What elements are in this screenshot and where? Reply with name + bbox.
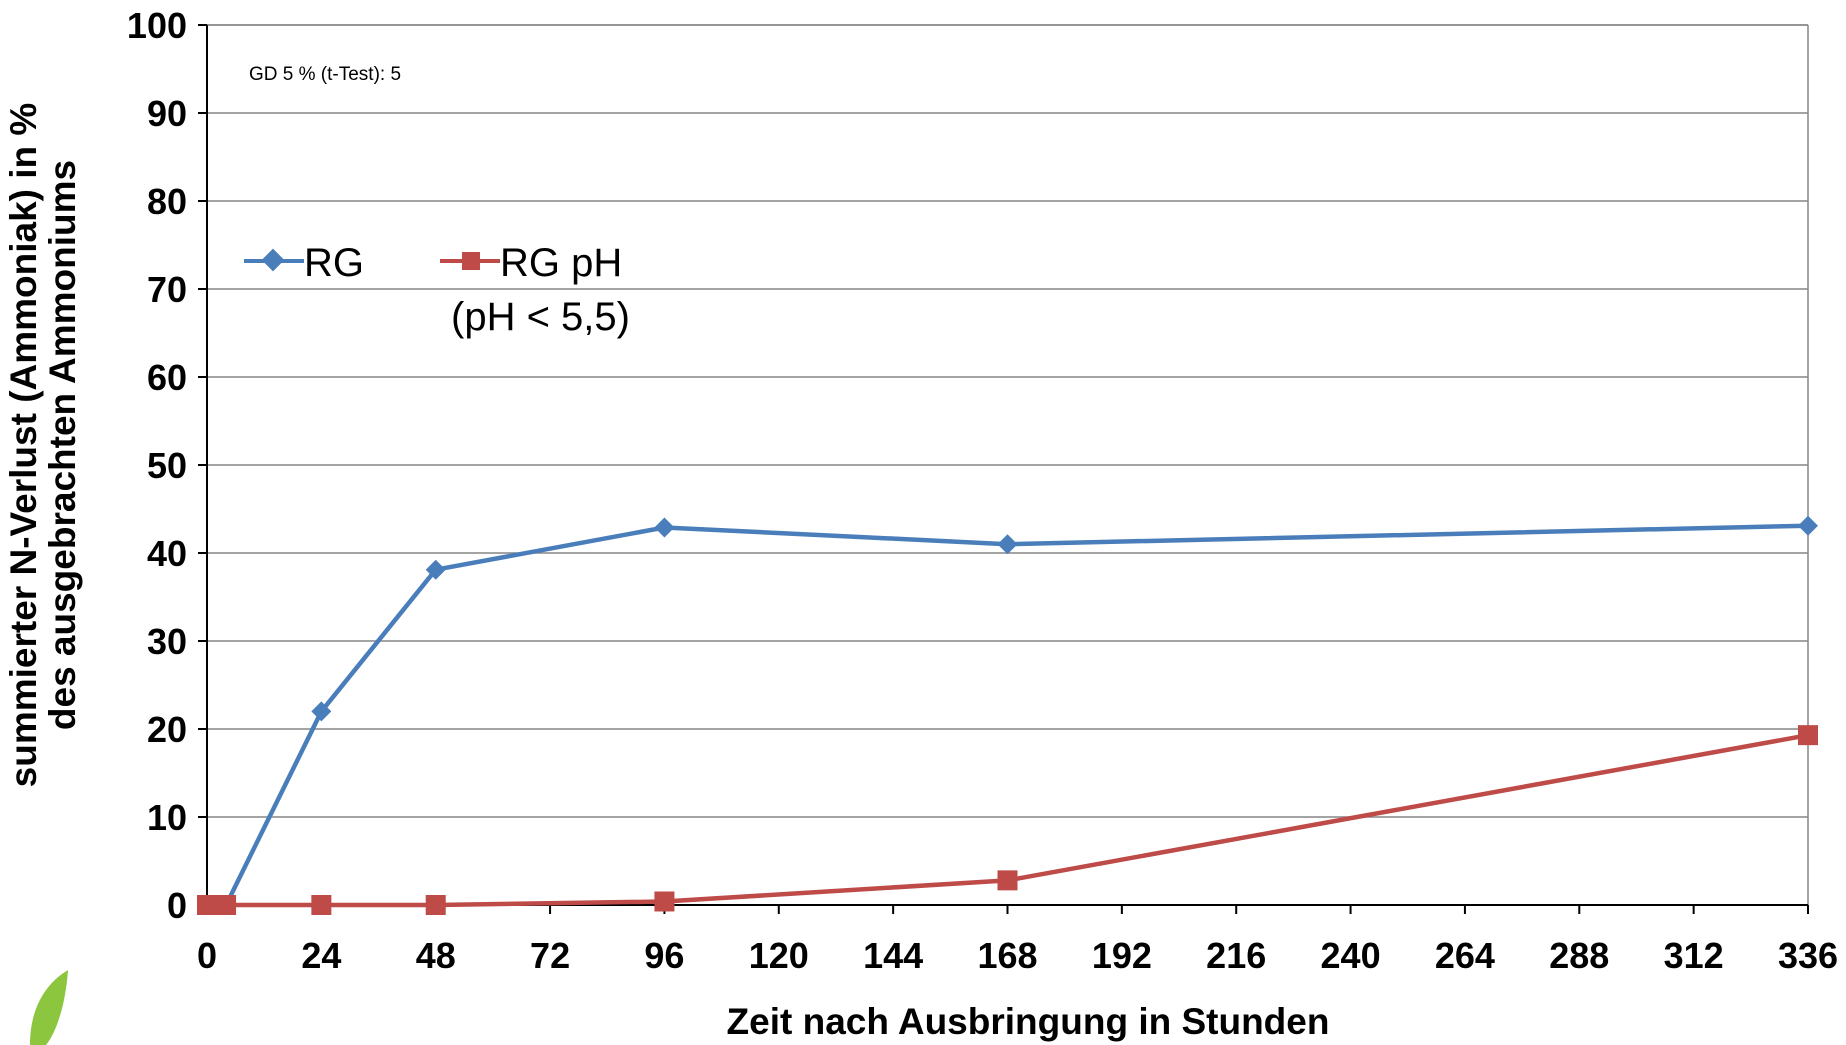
y-tick-label: 70 <box>147 269 187 310</box>
x-tick-label: 288 <box>1549 935 1609 976</box>
y-tick-label: 50 <box>147 445 187 486</box>
data-point-rg-ph <box>197 895 217 915</box>
x-tick-label: 264 <box>1435 935 1495 976</box>
y-tick-label: 60 <box>147 357 187 398</box>
x-tick-label: 48 <box>416 935 456 976</box>
y-axis-title-line2: des ausgebrachten Ammoniums <box>42 160 83 730</box>
x-tick-label: 240 <box>1321 935 1381 976</box>
x-tick-label: 216 <box>1206 935 1266 976</box>
gridlines <box>207 24 1808 818</box>
legend-item-rg-ph: RG pH (pH < 5,5) <box>440 241 630 339</box>
legend: RG RG pH (pH < 5,5) <box>244 241 630 339</box>
x-tick-label: 72 <box>530 935 570 976</box>
leaf-icon <box>30 970 68 1045</box>
y-tick-label: 0 <box>167 885 187 926</box>
legend-marker-rg <box>261 248 285 272</box>
data-point-rg-ph <box>425 895 446 915</box>
y-axis-title: summierter N-Verlust (Ammoniak) in % des… <box>3 103 83 788</box>
x-axis-title: Zeit nach Ausbringung in Stunden <box>727 1001 1330 1042</box>
legend-marker-rg-ph <box>462 252 480 270</box>
data-point-rg <box>654 517 675 538</box>
data-point-rg <box>425 559 446 580</box>
y-tick-label: 80 <box>147 181 187 222</box>
data-point-rg-ph <box>1798 725 1818 746</box>
data-point-rg-ph <box>997 870 1018 891</box>
legend-label-rg: RG <box>304 241 364 285</box>
y-axis-title-line1: summierter N-Verlust (Ammoniak) in % <box>3 103 44 788</box>
series-line-rg <box>207 523 1809 908</box>
x-tick-labels: 0 24 48 72 96 120 144 168 192 216 240 264 288 312 336 <box>197 935 1838 976</box>
x-tick-label: 144 <box>863 935 923 976</box>
data-point-rg-ph <box>216 895 237 915</box>
data-point-rg-ph <box>654 891 675 912</box>
legend-label-rg-ph: RG pH <box>500 241 622 285</box>
x-tick-label: 96 <box>644 935 684 976</box>
x-tick-label: 0 <box>197 935 217 976</box>
x-tick-label: 24 <box>301 935 341 976</box>
x-tick-label: 120 <box>749 935 809 976</box>
y-tick-label: 10 <box>147 797 187 838</box>
y-tick-label: 40 <box>147 533 187 574</box>
data-point-rg <box>311 701 332 722</box>
y-tick-label: 90 <box>147 93 187 134</box>
x-tick-label: 312 <box>1664 935 1724 976</box>
y-tick-label: 100 <box>127 5 187 46</box>
data-point-rg <box>1798 515 1818 536</box>
legend-item-rg: RG <box>244 241 364 285</box>
x-tick-label: 168 <box>977 935 1037 976</box>
data-series <box>197 515 1818 915</box>
data-point-rg-ph <box>311 895 332 915</box>
y-tick-label: 20 <box>147 709 187 750</box>
data-point-rg <box>997 534 1018 555</box>
y-tick-labels: 0 10 20 30 40 50 60 70 80 90 100 <box>127 5 187 926</box>
x-tick-label: 336 <box>1778 935 1838 976</box>
y-tick-label: 30 <box>147 621 187 662</box>
x-tick-label: 192 <box>1092 935 1152 976</box>
significance-annotation: GD 5 % (t-Test): 5 <box>249 64 401 85</box>
legend-label-rg-ph-line2: (pH < 5,5) <box>451 295 630 339</box>
